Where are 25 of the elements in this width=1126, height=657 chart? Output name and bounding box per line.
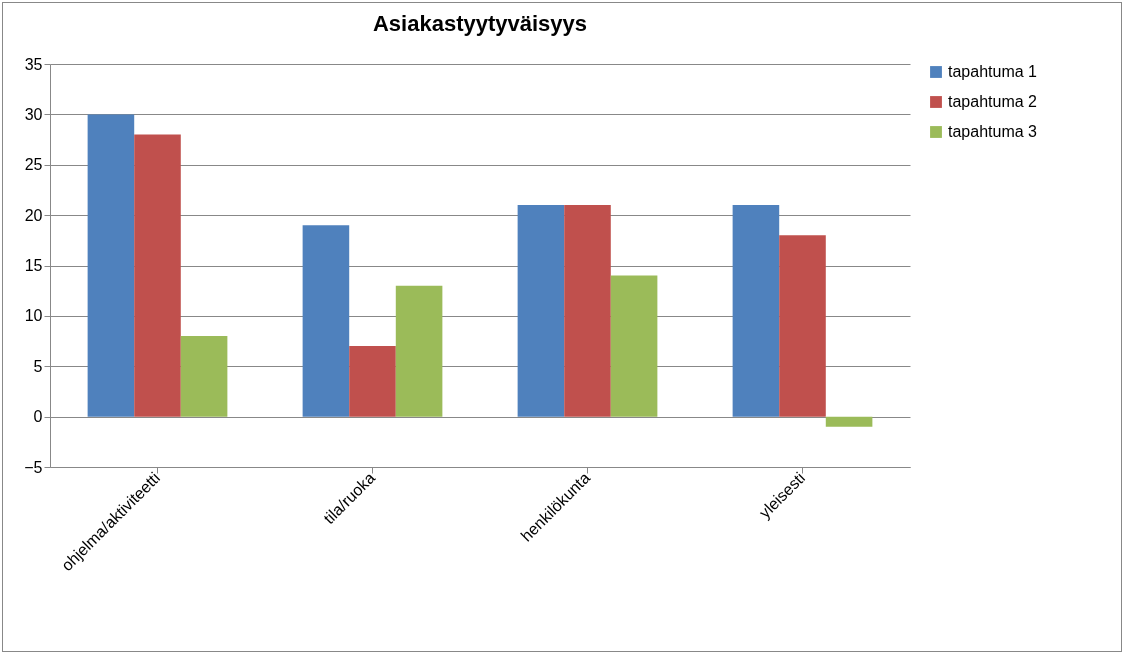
bar xyxy=(395,285,443,417)
bar xyxy=(134,134,181,417)
bar xyxy=(87,114,135,417)
bar xyxy=(610,275,658,417)
bar xyxy=(779,235,826,417)
y-tick-label: 15 xyxy=(24,257,43,274)
y-tick-label: 20 xyxy=(24,206,43,224)
y-tick-label: 30 xyxy=(24,105,43,123)
bar xyxy=(732,205,780,417)
y-tick-label: 35 xyxy=(24,55,43,73)
bar xyxy=(349,346,396,417)
chart-title: Asiakastyytyväisyys xyxy=(372,11,588,36)
legend-label: tapahtuma 3 xyxy=(948,123,1038,140)
y-tick-label: 5 xyxy=(33,357,43,375)
bar xyxy=(302,225,350,417)
y-tick-label: 25 xyxy=(24,156,43,174)
bar xyxy=(564,205,611,417)
y-tick-label: 10 xyxy=(24,307,43,325)
y-tick-label: −5 xyxy=(24,458,43,476)
bar xyxy=(825,416,873,427)
bar xyxy=(517,205,565,417)
legend-label: tapahtuma 2 xyxy=(948,93,1038,110)
y-tick-label: 0 xyxy=(33,408,43,426)
legend-label: tapahtuma 1 xyxy=(948,63,1038,80)
bar xyxy=(180,336,228,417)
